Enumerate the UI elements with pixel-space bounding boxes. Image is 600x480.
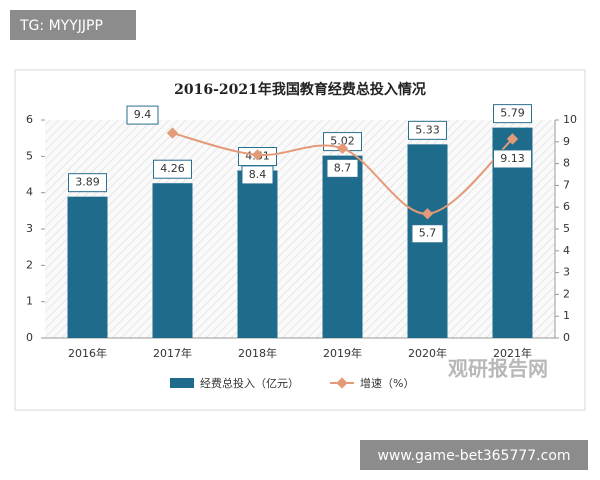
- legend-swatch: [170, 378, 194, 388]
- data-label: 4.26: [160, 162, 185, 175]
- y-tick-label: 6: [26, 113, 33, 126]
- bar: [322, 155, 363, 338]
- label-box: [326, 158, 359, 178]
- bottom-url: www.game-bet365777.com: [377, 448, 570, 464]
- top-tag: TG: MYYJJPP: [19, 18, 103, 34]
- x-tick-label: 2018年: [238, 346, 277, 360]
- data-label: 3.89: [75, 176, 100, 189]
- line-marker: [166, 127, 179, 139]
- x-tick-label: 2021年: [493, 346, 532, 360]
- y2-tick-label: 8: [563, 157, 570, 170]
- y2-tick-label: 2: [563, 287, 570, 300]
- y-tick-label: 1: [26, 295, 33, 308]
- y-tick-label: 5: [26, 149, 33, 162]
- chart-title: 2016-2021年我国教育经费总投入情况: [174, 81, 426, 98]
- data-label: 9.4: [134, 108, 152, 121]
- chart: 0 1 2 3 4 5 6 0 1 2 3 4 5 6 7 8 9 10 2016年 2017年 2018年 2019年 2…: [26, 104, 577, 390]
- bar: [67, 196, 108, 338]
- line-marker: [421, 208, 434, 220]
- y2-tick-label: 6: [563, 200, 570, 213]
- y2-tick-label: 3: [563, 266, 570, 279]
- data-label: 5.7: [419, 227, 437, 240]
- line: [172, 132, 514, 215]
- y-tick-label: 0: [26, 331, 33, 344]
- data-label: 5.79: [500, 107, 525, 120]
- legend-swatch: [336, 377, 348, 389]
- y2-tick-label: 1: [563, 309, 570, 322]
- x-tick-label: 2016年: [68, 346, 107, 360]
- plot-area: [45, 120, 555, 338]
- label-box: [408, 120, 447, 140]
- data-label: 8.4: [249, 168, 267, 181]
- y2-tick-label: 9: [563, 135, 570, 148]
- label-box: [68, 173, 107, 193]
- tag-box: [10, 10, 136, 40]
- watermark: 观研报告网: [448, 357, 548, 381]
- data-label: 8.7: [334, 161, 352, 174]
- y2-tick-label: 0: [563, 331, 570, 344]
- y2-tick-label: 10: [563, 113, 577, 126]
- data-label: 9.13: [500, 152, 525, 165]
- line-marker: [506, 133, 519, 145]
- label-box: [126, 105, 159, 125]
- x-tick-label: 2017年: [153, 346, 192, 360]
- label-box: [153, 159, 192, 179]
- url-box: [360, 440, 588, 470]
- bar: [237, 170, 278, 338]
- x-tick-label: 2020年: [408, 346, 447, 360]
- bar: [152, 183, 193, 338]
- line-marker: [336, 142, 349, 154]
- y2-tick-label: 7: [563, 178, 570, 191]
- data-label: 5.33: [415, 123, 440, 136]
- x-tick-label: 2019年: [323, 346, 362, 360]
- label-box: [493, 149, 532, 169]
- legend-label: 经费总投入（亿元）: [200, 376, 299, 390]
- y2-tick-label: 4: [563, 244, 570, 257]
- y-tick-label: 3: [26, 222, 33, 235]
- line-marker: [251, 149, 264, 161]
- label-box: [241, 165, 274, 185]
- y2-tick-label: 5: [563, 222, 570, 235]
- data-label: 5.02: [330, 135, 355, 148]
- y-tick-label: 4: [26, 186, 33, 199]
- legend-label: 增速（%）: [360, 376, 414, 390]
- label-box: [493, 104, 532, 124]
- label-box: [411, 224, 444, 244]
- y-tick-label: 2: [26, 258, 33, 271]
